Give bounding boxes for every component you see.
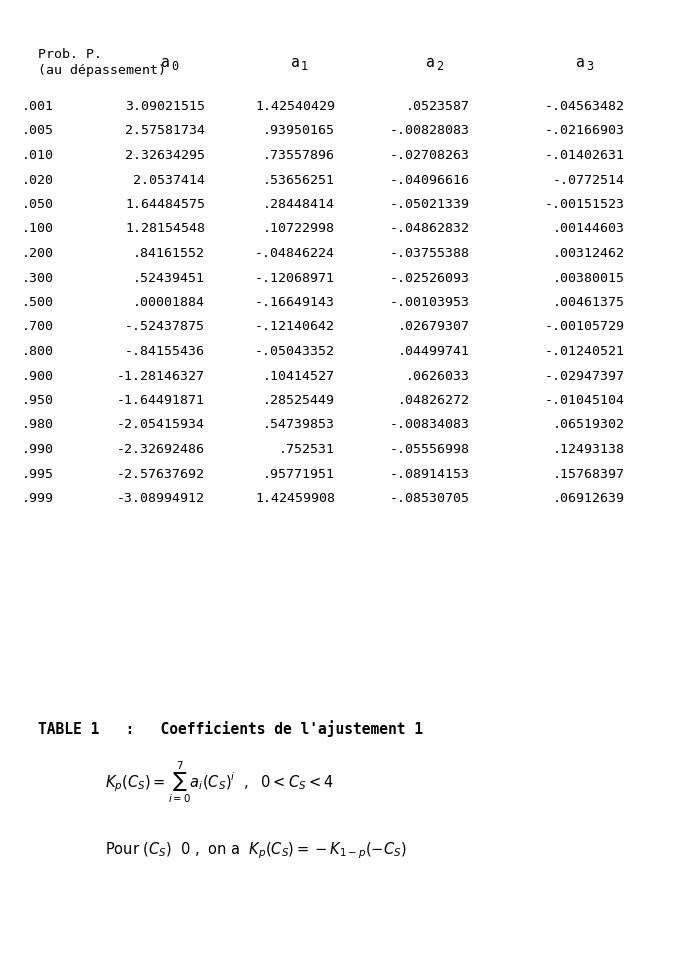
Text: -.84155436: -.84155436	[125, 345, 205, 358]
Text: -.04096616: -.04096616	[390, 174, 470, 186]
Text: -2.32692486: -2.32692486	[117, 443, 205, 456]
Text: -.0772514: -.0772514	[553, 174, 625, 186]
Text: .06519302: .06519302	[553, 419, 625, 431]
Text: .100: .100	[22, 223, 54, 235]
Text: .0523587: .0523587	[406, 100, 470, 113]
Text: .53656251: .53656251	[263, 174, 335, 186]
Text: -.02708263: -.02708263	[390, 149, 470, 162]
Text: 2.32634295: 2.32634295	[125, 149, 205, 162]
Text: .95771951: .95771951	[263, 468, 335, 480]
Text: .050: .050	[22, 198, 54, 211]
Text: .0626033: .0626033	[406, 370, 470, 383]
Text: .04499741: .04499741	[398, 345, 470, 358]
Text: -3.08994912: -3.08994912	[117, 492, 205, 505]
Text: -.05021339: -.05021339	[390, 198, 470, 211]
Text: -.16649143: -.16649143	[255, 296, 335, 309]
Text: -.04563482: -.04563482	[545, 100, 625, 113]
Text: .001: .001	[22, 100, 54, 113]
Text: .10722998: .10722998	[263, 223, 335, 235]
Text: -.05556998: -.05556998	[390, 443, 470, 456]
Text: -.02947397: -.02947397	[545, 370, 625, 383]
Text: .800: .800	[22, 345, 54, 358]
Text: 2.0537414: 2.0537414	[133, 174, 205, 186]
Text: -.00151523: -.00151523	[545, 198, 625, 211]
Text: .700: .700	[22, 320, 54, 334]
Text: TABLE 1   :   Coefficients de l'ajustement 1: TABLE 1 : Coefficients de l'ajustement 1	[38, 720, 423, 737]
Text: -.00103953: -.00103953	[390, 296, 470, 309]
Text: .010: .010	[22, 149, 54, 162]
Text: .005: .005	[22, 125, 54, 138]
Text: Prob. P.: Prob. P.	[38, 48, 102, 61]
Text: -.03755388: -.03755388	[390, 247, 470, 260]
Text: .52439451: .52439451	[133, 271, 205, 284]
Text: -.00834083: -.00834083	[390, 419, 470, 431]
Text: .10414527: .10414527	[263, 370, 335, 383]
Text: .28525449: .28525449	[263, 394, 335, 407]
Text: -.01240521: -.01240521	[545, 345, 625, 358]
Text: .93950165: .93950165	[263, 125, 335, 138]
Text: -.02526093: -.02526093	[390, 271, 470, 284]
Text: .15768397: .15768397	[553, 468, 625, 480]
Text: 3.09021515: 3.09021515	[125, 100, 205, 113]
Text: -.00828083: -.00828083	[390, 125, 470, 138]
Text: 1: 1	[301, 60, 308, 73]
Text: .752531: .752531	[279, 443, 335, 456]
Text: .200: .200	[22, 247, 54, 260]
Text: .00380015: .00380015	[553, 271, 625, 284]
Text: .73557896: .73557896	[263, 149, 335, 162]
Text: .00312462: .00312462	[553, 247, 625, 260]
Text: -.00105729: -.00105729	[545, 320, 625, 334]
Text: -1.64491871: -1.64491871	[117, 394, 205, 407]
Text: .28448414: .28448414	[263, 198, 335, 211]
Text: .00461375: .00461375	[553, 296, 625, 309]
Text: 1.42459908: 1.42459908	[255, 492, 335, 505]
Text: a: a	[575, 55, 584, 70]
Text: .00144603: .00144603	[553, 223, 625, 235]
Text: 2: 2	[436, 60, 443, 73]
Text: 0: 0	[171, 60, 178, 73]
Text: .00001884: .00001884	[133, 296, 205, 309]
Text: .995: .995	[22, 468, 54, 480]
Text: .84161552: .84161552	[133, 247, 205, 260]
Text: .06912639: .06912639	[553, 492, 625, 505]
Text: $K_p(C_S) = \sum_{i=0}^{7} a_i(C_S)^i\ \ ,\ \ 0 < C_S < 4$: $K_p(C_S) = \sum_{i=0}^{7} a_i(C_S)^i\ \…	[105, 760, 334, 805]
Text: .900: .900	[22, 370, 54, 383]
Text: .020: .020	[22, 174, 54, 186]
Text: 1.28154548: 1.28154548	[125, 223, 205, 235]
Text: $\mathrm{Pour}\ (C_S)\ \ 0\ ,\ \mathrm{on}\ \mathrm{a}\ \ K_p(C_S) = -K_{1-p}(-C: $\mathrm{Pour}\ (C_S)\ \ 0\ ,\ \mathrm{o…	[105, 840, 407, 861]
Text: -.12140642: -.12140642	[255, 320, 335, 334]
Text: 1.42540429: 1.42540429	[255, 100, 335, 113]
Text: .990: .990	[22, 443, 54, 456]
Text: .04826272: .04826272	[398, 394, 470, 407]
Text: .500: .500	[22, 296, 54, 309]
Text: -2.57637692: -2.57637692	[117, 468, 205, 480]
Text: .999: .999	[22, 492, 54, 505]
Text: 3: 3	[586, 60, 593, 73]
Text: 2.57581734: 2.57581734	[125, 125, 205, 138]
Text: -.12068971: -.12068971	[255, 271, 335, 284]
Text: .300: .300	[22, 271, 54, 284]
Text: 1.64484575: 1.64484575	[125, 198, 205, 211]
Text: -.01045104: -.01045104	[545, 394, 625, 407]
Text: -2.05415934: -2.05415934	[117, 419, 205, 431]
Text: -.02166903: -.02166903	[545, 125, 625, 138]
Text: a: a	[426, 55, 434, 70]
Text: -.04846224: -.04846224	[255, 247, 335, 260]
Text: -.08914153: -.08914153	[390, 468, 470, 480]
Text: -.01402631: -.01402631	[545, 149, 625, 162]
Text: -.05043352: -.05043352	[255, 345, 335, 358]
Text: .54739853: .54739853	[263, 419, 335, 431]
Text: .02679307: .02679307	[398, 320, 470, 334]
Text: a: a	[291, 55, 300, 70]
Text: .12493138: .12493138	[553, 443, 625, 456]
Text: -.08530705: -.08530705	[390, 492, 470, 505]
Text: -.52437875: -.52437875	[125, 320, 205, 334]
Text: .980: .980	[22, 419, 54, 431]
Text: a: a	[161, 55, 170, 70]
Text: .950: .950	[22, 394, 54, 407]
Text: -1.28146327: -1.28146327	[117, 370, 205, 383]
Text: (au dépassement): (au dépassement)	[38, 64, 166, 77]
Text: -.04862832: -.04862832	[390, 223, 470, 235]
